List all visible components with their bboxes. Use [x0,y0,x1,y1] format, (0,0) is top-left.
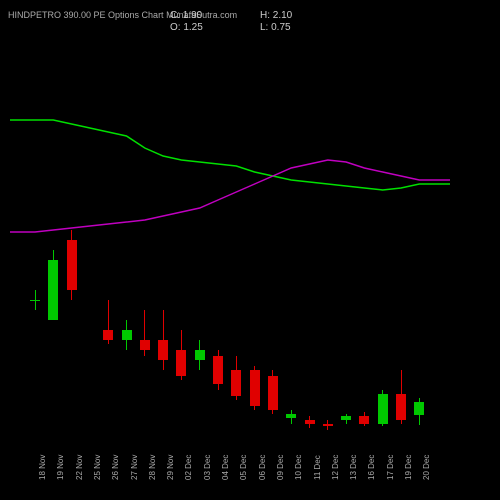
x-axis-label: 25 Nov [93,455,102,480]
plot-area [10,40,450,440]
x-axis-label: 26 Nov [111,455,120,480]
x-axis-label: 17 Dec [386,455,395,480]
x-axis-label: 19 Nov [56,455,65,480]
x-axis-label: 11 Dec [313,455,322,480]
x-axis-label: 20 Dec [422,455,431,480]
candle-body [378,394,388,424]
x-axis-label: 02 Dec [184,455,193,480]
stat-open: O: 1.25 [170,22,203,33]
x-axis-label: 16 Dec [367,455,376,480]
x-axis-label: 06 Dec [258,455,267,480]
x-axis-label: 09 Dec [276,455,285,480]
x-axis-label: 12 Dec [331,455,340,480]
candle-body [213,356,223,384]
candle-body [103,330,113,340]
stat-close: C: 1.90 [170,10,202,21]
candle-body [231,370,241,396]
x-axis-label: 18 Nov [38,455,47,480]
x-axis-label: 04 Dec [221,455,230,480]
candle-body [396,394,406,420]
x-axis: 18 Nov 19 Nov 22 Nov 25 Nov 26 Nov 27 Nov 28 N… [10,445,450,495]
candle-body [30,300,40,301]
candle-body [286,414,296,418]
candle-body [323,424,333,426]
candle-body [176,350,186,376]
chart-container: HINDPETRO 390.00 PE Options Chart Munafa… [0,0,500,500]
x-axis-label: 27 Nov [130,455,139,480]
x-axis-label: 22 Nov [75,455,84,480]
x-axis-label: 29 Nov [166,455,175,480]
x-axis-label: 10 Dec [294,455,303,480]
candle-body [414,402,424,415]
chart-title: HINDPETRO 390.00 PE Options Chart Munafa… [8,10,237,20]
x-axis-label: 28 Nov [148,455,157,480]
x-axis-label: 13 Dec [349,455,358,480]
candle-body [341,416,351,420]
candle-body [268,376,278,410]
x-axis-label: 03 Dec [203,455,212,480]
x-axis-label: 05 Dec [239,455,248,480]
candle-body [158,340,168,360]
stat-high: H: 2.10 [260,10,292,21]
candle-body [140,340,150,350]
candle-body [48,260,58,320]
candle-body [250,370,260,406]
x-axis-label: 19 Dec [404,455,413,480]
candle-body [305,420,315,424]
candle-body [67,240,77,290]
stat-low: L: 0.75 [260,22,291,33]
candle-body [359,416,369,424]
candle-body [195,350,205,360]
candle-body [122,330,132,340]
